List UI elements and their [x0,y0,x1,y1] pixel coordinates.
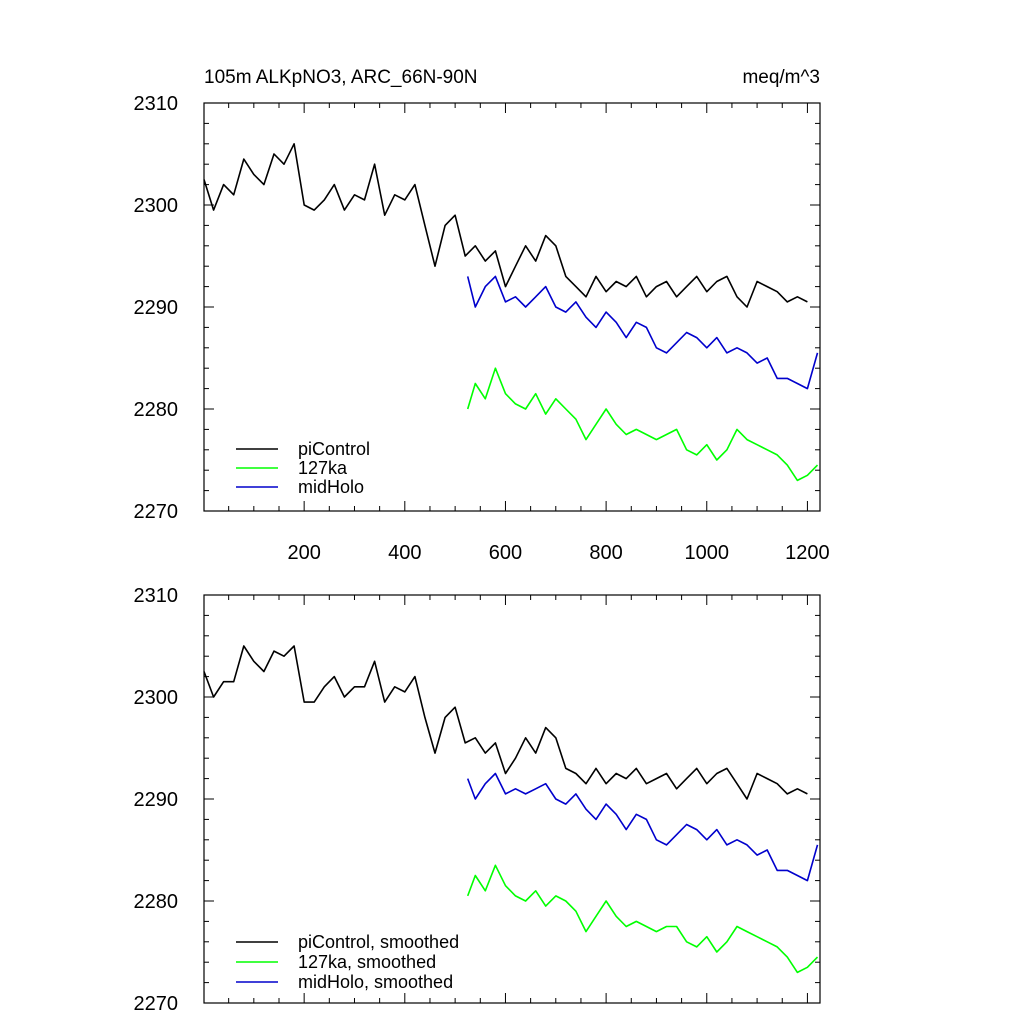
legend-label: piControl [298,439,370,459]
x-tick-label: 600 [489,542,522,564]
y-tick-label: 2310 [134,93,179,115]
x-tick-label: 1000 [685,542,730,564]
legend-label: midHolo [298,477,364,497]
y-tick-label: 2290 [134,789,179,811]
y-tick-label: 2270 [134,993,179,1015]
legend-label: piControl, smoothed [298,932,459,952]
units-label: meq/m^3 [742,67,820,88]
series-line-127ka [466,367,819,482]
series-line-midholo [466,772,819,882]
x-tick-label: 1200 [785,542,830,564]
y-tick-label: 2300 [134,687,179,709]
y-tick-label: 2310 [134,585,179,607]
series-line-picontrol [203,143,808,308]
x-tick-label: 200 [287,542,320,564]
legend-label: midHolo, smoothed [298,972,453,992]
legend-label: 127ka [298,458,348,478]
y-tick-label: 2270 [134,501,179,523]
series-line-midholo [466,275,819,390]
legend-label: 127ka, smoothed [298,952,436,972]
chart-panel-1: 2270 2280 2290 2300 2310 200 400 600 800 1000 1200… [134,67,830,564]
chart-panel-2: 2270 2280 2290 2300 2310 piControl, smoothed1… [134,585,821,1015]
y-tick-label: 2280 [134,399,179,421]
x-tick-label: 800 [589,542,622,564]
y-tick-label: 2290 [134,297,179,319]
y-tick-label: 2280 [134,891,179,913]
series-line-127ka [466,864,819,974]
y-tick-label: 2300 [134,195,179,217]
series-line-picontrol [203,645,808,800]
x-tick-label: 400 [388,542,421,564]
chart-title: 105m ALKpNO3, ARC_66N-90N [204,67,478,88]
